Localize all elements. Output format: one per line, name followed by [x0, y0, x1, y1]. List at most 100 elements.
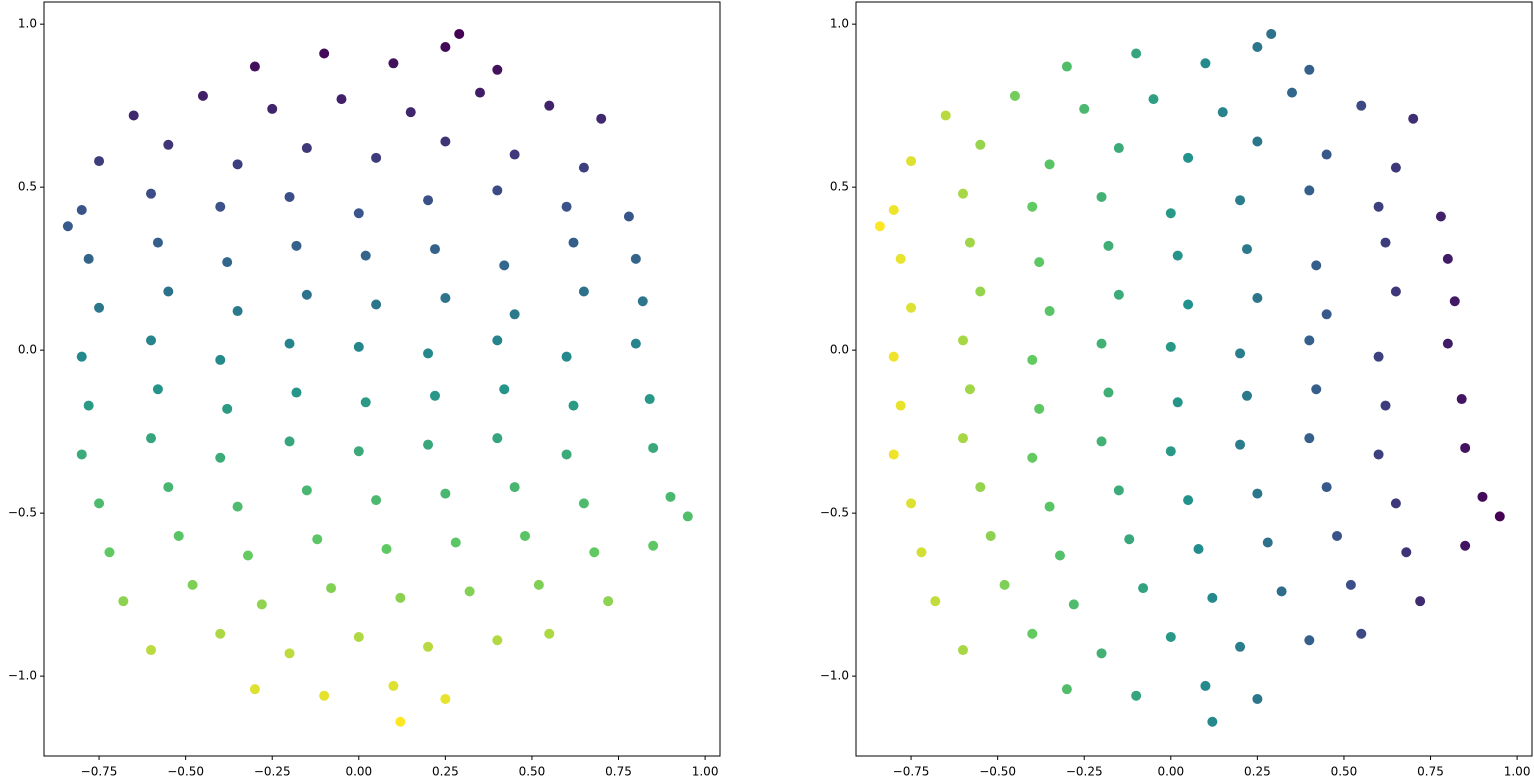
y-tick-label: −1.0: [8, 669, 37, 683]
point: [958, 645, 969, 656]
point: [985, 530, 996, 541]
point: [916, 547, 927, 558]
point: [215, 201, 226, 212]
point: [336, 94, 347, 105]
point: [1096, 648, 1107, 659]
point: [128, 110, 139, 121]
point: [509, 149, 520, 160]
point: [1235, 439, 1246, 450]
point: [1262, 537, 1273, 548]
point: [1061, 61, 1072, 72]
point: [1054, 550, 1065, 561]
point: [454, 28, 465, 39]
point: [492, 335, 503, 346]
point: [1390, 286, 1401, 297]
point: [1477, 491, 1488, 502]
x-tick-label: −0.25: [254, 765, 291, 779]
point: [648, 540, 659, 551]
point: [284, 436, 295, 447]
x-tick-label: −0.25: [1066, 765, 1103, 779]
axes-frame: [43, 1, 721, 757]
point: [1356, 100, 1367, 111]
point: [215, 354, 226, 365]
point: [1148, 94, 1159, 105]
point: [1009, 90, 1020, 101]
point: [874, 221, 885, 232]
point: [118, 596, 129, 607]
point: [1172, 250, 1183, 261]
point: [301, 143, 312, 154]
point: [1442, 338, 1453, 349]
point: [1183, 152, 1194, 163]
point: [284, 338, 295, 349]
x-tick-label: 1.00: [1504, 765, 1531, 779]
x-tick-label: 0.50: [519, 765, 546, 779]
point: [1027, 628, 1038, 639]
point: [596, 113, 607, 124]
point: [83, 400, 94, 411]
y-tick-label: 0.5: [830, 180, 849, 194]
x-tick-label: −0.75: [893, 765, 930, 779]
point: [1200, 680, 1211, 691]
point: [964, 384, 975, 395]
point: [1044, 306, 1055, 317]
x-tick-label: 1.00: [692, 765, 719, 779]
point: [1356, 628, 1367, 639]
point: [533, 579, 544, 590]
point: [1027, 452, 1038, 463]
point: [644, 394, 655, 405]
point: [284, 191, 295, 202]
point: [1252, 488, 1263, 499]
point: [371, 152, 382, 163]
point: [76, 204, 87, 215]
point: [173, 530, 184, 541]
point: [930, 596, 941, 607]
point: [509, 482, 520, 493]
point: [1373, 449, 1384, 460]
x-tick-label: 0.75: [1417, 765, 1444, 779]
point: [975, 286, 986, 297]
point: [1113, 485, 1124, 496]
point: [1442, 253, 1453, 264]
point: [146, 645, 157, 656]
point: [578, 162, 589, 173]
point: [440, 693, 451, 704]
point: [1165, 632, 1176, 643]
point: [146, 433, 157, 444]
point: [888, 204, 899, 215]
point: [492, 433, 503, 444]
point: [1241, 390, 1252, 401]
point: [381, 544, 392, 555]
point: [1068, 599, 1079, 610]
point: [1061, 684, 1072, 695]
point: [222, 403, 233, 414]
point: [319, 48, 330, 59]
point: [326, 583, 337, 594]
x-tick-label: 0.50: [1331, 765, 1358, 779]
point: [1103, 240, 1114, 251]
point: [249, 684, 260, 695]
point: [222, 257, 233, 268]
y-tick-label: 0.0: [18, 343, 37, 357]
x-tick-label: 0.00: [345, 765, 372, 779]
point: [1390, 162, 1401, 173]
point: [1304, 335, 1315, 346]
point: [1027, 354, 1038, 365]
point: [232, 306, 243, 317]
axes-frame: [855, 1, 1533, 757]
point: [906, 156, 917, 167]
point: [1252, 693, 1263, 704]
y-tick-label: −0.5: [8, 506, 37, 520]
point: [104, 547, 115, 558]
y-tick-label: 1.0: [18, 17, 37, 31]
point: [568, 400, 579, 411]
point: [630, 338, 641, 349]
point: [958, 335, 969, 346]
point: [256, 599, 267, 610]
point: [353, 341, 364, 352]
point: [405, 107, 416, 118]
x-tick-label: 0.25: [1244, 765, 1271, 779]
point: [888, 449, 899, 460]
y-tick-label: 0.5: [18, 180, 37, 194]
